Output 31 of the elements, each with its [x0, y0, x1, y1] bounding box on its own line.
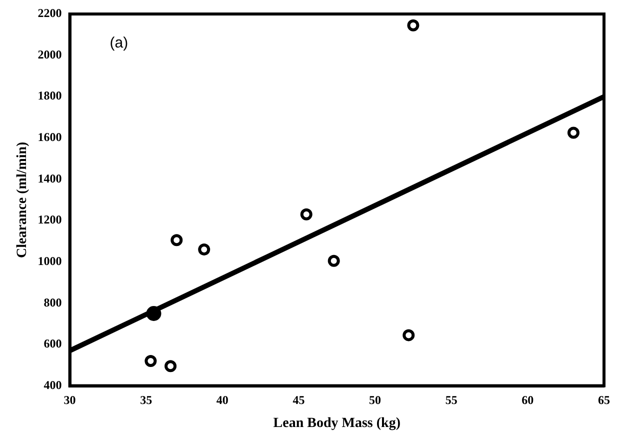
- y-tick-label: 1800: [38, 88, 62, 103]
- point: [146, 306, 162, 322]
- y-tick-label: 1000: [38, 254, 62, 268]
- y-tick-label: 600: [44, 336, 62, 351]
- x-tick-label: 35: [140, 393, 152, 408]
- point: [164, 360, 177, 372]
- x-tick-label: 60: [522, 393, 534, 408]
- point: [198, 243, 210, 256]
- y-tick-label: 1400: [38, 171, 62, 186]
- x-tick-label: 55: [445, 393, 458, 408]
- point: [170, 234, 183, 246]
- y-tick-label: 1200: [38, 212, 62, 227]
- x-tick-label: 45: [292, 393, 305, 408]
- x-axis-title: Lean Body Mass (kg): [273, 416, 401, 432]
- annotation: (a): [110, 34, 128, 52]
- x-tick-label: 50: [369, 393, 382, 408]
- point: [407, 19, 420, 32]
- point: [300, 208, 312, 220]
- point: [328, 254, 340, 267]
- y-tick-label: 2000: [38, 47, 62, 62]
- point: [144, 355, 157, 368]
- y-axis-title: Clearance (ml/min): [15, 141, 30, 258]
- point: [567, 126, 580, 139]
- y-tick-label: 400: [44, 378, 62, 392]
- x-tick-label: 40: [216, 393, 228, 408]
- y-tick-label: 1600: [38, 130, 62, 144]
- x-tick-label: 65: [598, 393, 610, 408]
- y-tick-label: 2200: [38, 6, 62, 20]
- point: [402, 329, 415, 342]
- y-tick-label: 800: [44, 295, 62, 310]
- x-tick-label: 30: [64, 393, 76, 408]
